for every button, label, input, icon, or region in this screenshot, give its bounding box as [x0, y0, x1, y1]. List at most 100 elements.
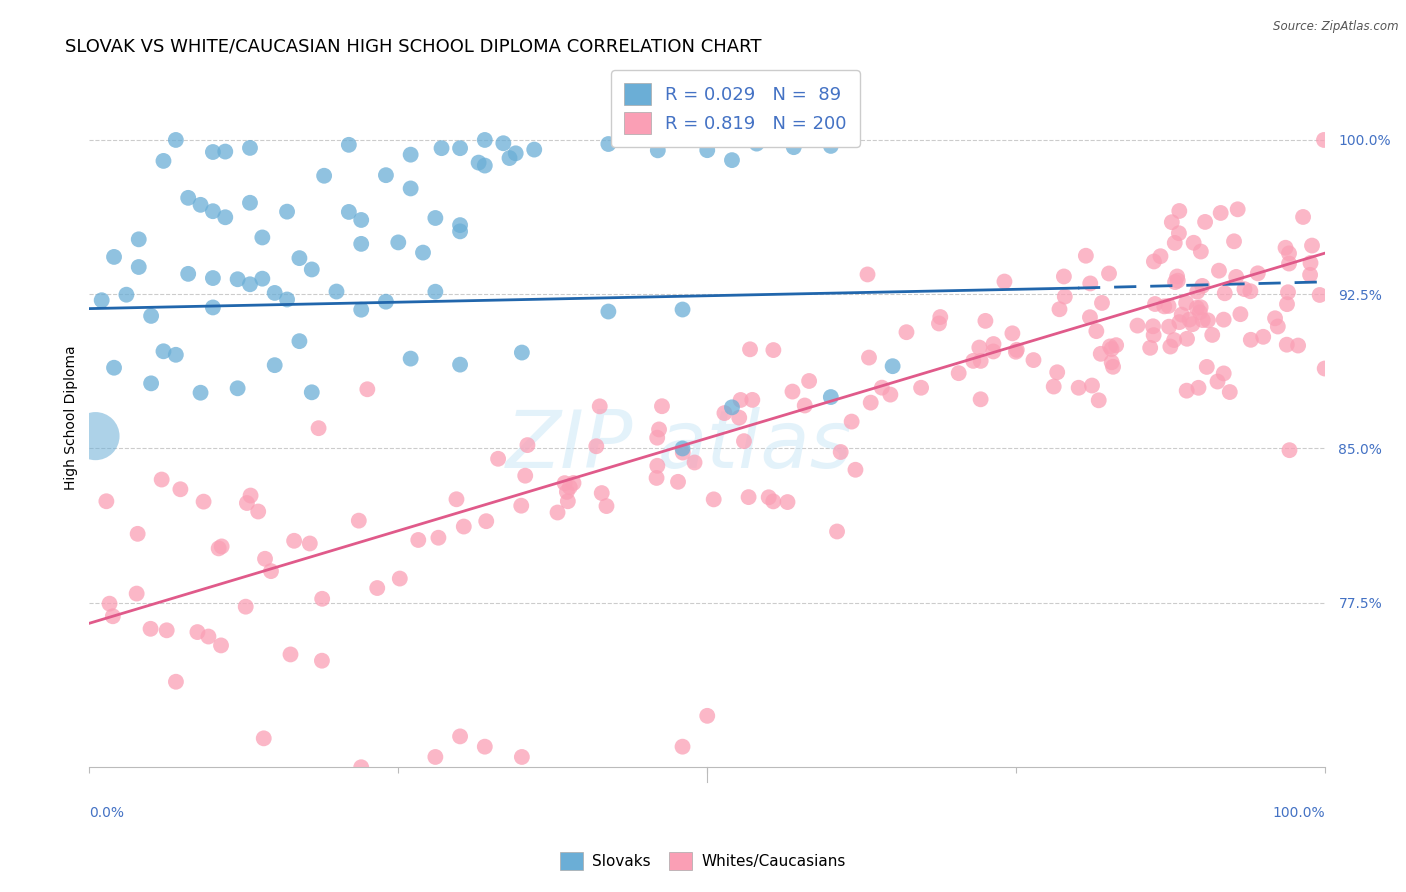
Point	[666, 475, 689, 489]
Point	[280, 648, 302, 662]
Point	[1090, 347, 1112, 361]
Point	[399, 147, 422, 161]
Point	[425, 750, 447, 764]
Point	[425, 285, 447, 299]
Point	[139, 309, 162, 323]
Point	[1157, 319, 1180, 334]
Point	[193, 494, 215, 508]
Point	[186, 625, 208, 640]
Point	[474, 739, 496, 754]
Point	[1046, 365, 1069, 379]
Point	[1240, 333, 1263, 347]
Point	[647, 144, 669, 158]
Point	[152, 153, 174, 168]
Point	[165, 348, 187, 362]
Point	[713, 406, 735, 420]
Point	[879, 387, 901, 401]
Point	[1309, 288, 1331, 302]
Point	[1201, 327, 1223, 342]
Point	[239, 489, 262, 503]
Point	[859, 395, 882, 409]
Point	[1226, 202, 1249, 217]
Point	[645, 471, 668, 485]
Point	[1087, 393, 1109, 408]
Point	[96, 494, 118, 508]
Text: 100.0%: 100.0%	[1272, 805, 1326, 820]
Point	[374, 294, 396, 309]
Text: SLOVAK VS WHITE/CAUCASIAN HIGH SCHOOL DIPLOMA CORRELATION CHART: SLOVAK VS WHITE/CAUCASIAN HIGH SCHOOL DI…	[65, 37, 761, 55]
Point	[969, 354, 991, 368]
Point	[1299, 268, 1322, 282]
Point	[1275, 297, 1298, 311]
Point	[1278, 246, 1301, 260]
Point	[591, 486, 613, 500]
Point	[226, 381, 249, 395]
Point	[856, 268, 879, 282]
Point	[263, 285, 285, 300]
Point	[929, 310, 952, 324]
Point	[239, 195, 262, 210]
Point	[427, 531, 450, 545]
Point	[239, 141, 262, 155]
Point	[645, 431, 668, 445]
Point	[1167, 226, 1189, 240]
Point	[412, 245, 434, 260]
Point	[214, 211, 236, 225]
Point	[585, 439, 607, 453]
Point	[1197, 313, 1219, 327]
Point	[1187, 381, 1209, 395]
Point	[721, 153, 744, 168]
Point	[1126, 318, 1149, 333]
Point	[1164, 275, 1187, 289]
Point	[165, 133, 187, 147]
Point	[425, 211, 447, 225]
Point	[1185, 301, 1208, 315]
Point	[197, 630, 219, 644]
Point	[1274, 241, 1296, 255]
Point	[820, 139, 842, 153]
Point	[1213, 286, 1236, 301]
Point	[1163, 333, 1185, 347]
Point	[820, 390, 842, 404]
Point	[1313, 133, 1336, 147]
Point	[298, 536, 321, 550]
Point	[211, 540, 233, 554]
Point	[252, 230, 274, 244]
Point	[492, 136, 515, 151]
Point	[190, 385, 212, 400]
Point	[1223, 235, 1246, 249]
Point	[127, 526, 149, 541]
Point	[374, 168, 396, 182]
Point	[226, 272, 249, 286]
Point	[1188, 305, 1211, 319]
Point	[1142, 319, 1164, 334]
Point	[841, 415, 863, 429]
Point	[554, 476, 576, 491]
Point	[1143, 328, 1166, 343]
Point	[797, 374, 820, 388]
Point	[598, 136, 620, 151]
Point	[1182, 235, 1205, 250]
Point	[1005, 343, 1028, 357]
Point	[350, 236, 373, 251]
Point	[1098, 339, 1121, 353]
Point	[311, 654, 333, 668]
Point	[446, 492, 468, 507]
Point	[1144, 297, 1167, 311]
Point	[825, 524, 848, 539]
Point	[1301, 238, 1323, 252]
Point	[983, 337, 1005, 351]
Point	[177, 267, 200, 281]
Point	[1189, 300, 1212, 314]
Point	[498, 151, 520, 165]
Point	[128, 232, 150, 246]
Point	[671, 302, 693, 317]
Point	[1078, 310, 1101, 325]
Point	[896, 325, 918, 339]
Point	[738, 343, 761, 357]
Point	[236, 496, 259, 510]
Point	[350, 213, 373, 227]
Point	[882, 359, 904, 374]
Point	[235, 599, 257, 614]
Point	[671, 739, 693, 754]
